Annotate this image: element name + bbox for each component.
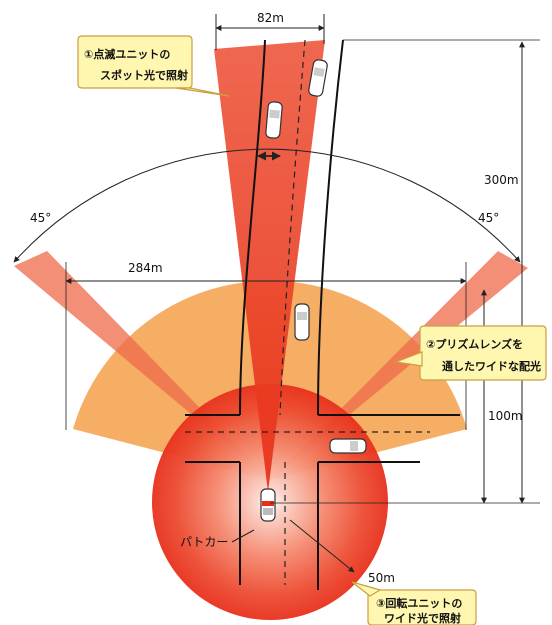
callout-rotation-unit: ③回転ユニットの ワイド光で照射: [351, 581, 477, 625]
radius-label: 50m: [368, 571, 395, 585]
patrol-car-leader: [231, 529, 255, 543]
patrol-car-icon: [260, 488, 276, 522]
dim-100m-label: 100m: [488, 409, 523, 423]
callout-rotate-line1: ③回転ユニットの: [376, 596, 462, 610]
dim-300m-label: 300m: [484, 173, 519, 187]
road: [185, 39, 460, 590]
dim-82m-label: 82m: [257, 11, 284, 25]
angle-right-label: 45°: [478, 211, 499, 225]
callout-prism-line2: 通したワイドな配光: [442, 359, 541, 373]
callout-spot-line1: ①点滅ユニットの: [84, 47, 170, 61]
car-icon: [265, 101, 283, 139]
callout-spot-line2: スポット光で照射: [100, 68, 188, 82]
car-icon: [308, 59, 328, 97]
road-center-dashes: [185, 39, 430, 585]
dim-284m-label: 284m: [128, 261, 163, 275]
callout-prism-lens: ②プリズムレンズを 通したワイドな配光: [393, 325, 547, 381]
patrol-car-label: パトカー: [180, 535, 228, 549]
car-icon: [294, 303, 310, 341]
callout-rotate-line2: ワイド光で照射: [384, 611, 461, 625]
spot-beam: [214, 40, 325, 492]
angle-left-label: 45°: [30, 211, 51, 225]
callout-prism-line1: ②プリズムレンズを: [426, 337, 523, 351]
car-icon: [329, 438, 367, 454]
callout-spot-beam: ①点滅ユニットの スポット光で照射: [77, 35, 230, 97]
angle-arc: [13, 148, 521, 263]
radius-line: [289, 519, 355, 573]
